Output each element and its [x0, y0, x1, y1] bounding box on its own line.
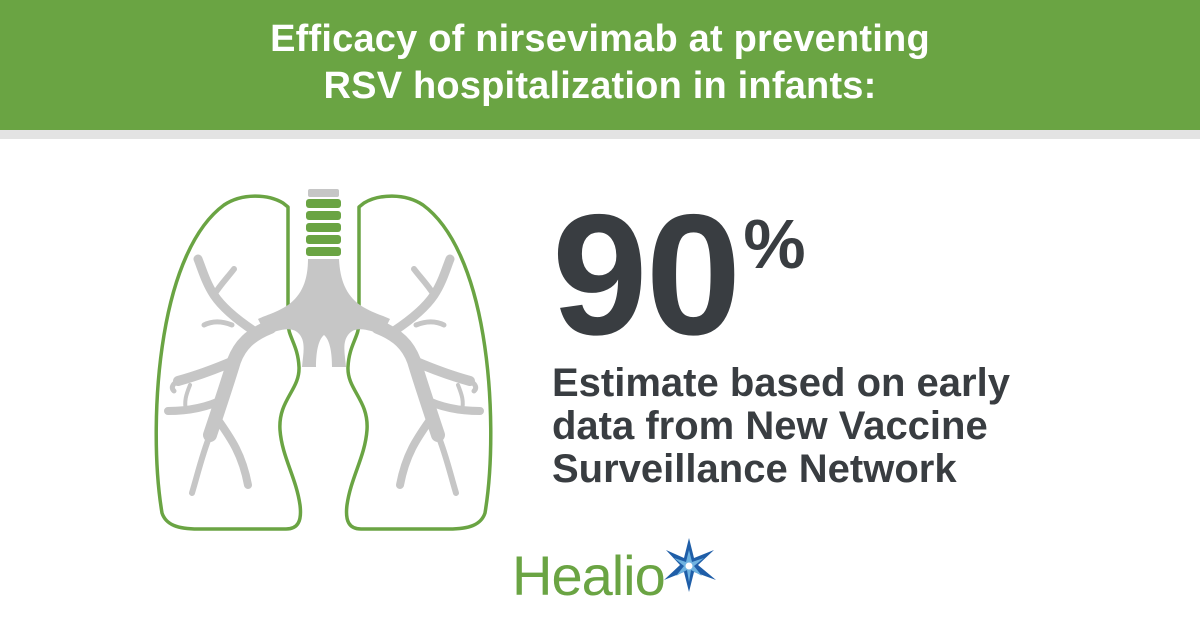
header-banner: Efficacy of nirsevimab at preventing RSV…	[0, 0, 1200, 130]
left-lung-outline	[154, 194, 303, 531]
lungs-icon	[154, 189, 493, 531]
efficacy-stat: 90%	[552, 179, 806, 371]
bronchial-tree	[258, 259, 390, 367]
left-bronchi	[164, 254, 277, 496]
page-title: Efficacy of nirsevimab at preventing RSV…	[0, 16, 1200, 110]
trachea-ring	[306, 199, 341, 208]
logo-wordmark: Healio	[512, 544, 666, 607]
trachea-ring	[306, 223, 341, 232]
healio-logo: Healio	[512, 536, 752, 612]
stat-unit: %	[743, 205, 806, 283]
header-divider	[0, 130, 1200, 139]
trachea-ring	[306, 235, 341, 244]
right-lung-outline	[344, 194, 493, 531]
caption-line-1: Estimate based on early	[552, 361, 1010, 405]
stat-caption: Estimate based on early data from New Va…	[552, 362, 1172, 491]
stat-value: 90	[552, 179, 741, 371]
right-bronchi	[371, 254, 484, 496]
title-line-1: Efficacy of nirsevimab at preventing	[270, 18, 930, 60]
trachea-cap	[308, 189, 339, 197]
caption-line-3: Surveillance Network	[552, 447, 957, 491]
trachea-ring	[306, 247, 341, 256]
title-line-2: RSV hospitalization in infants:	[323, 65, 877, 107]
star-icon	[664, 538, 716, 592]
trachea-ring	[306, 211, 341, 220]
caption-line-2: data from New Vaccine	[552, 404, 988, 448]
